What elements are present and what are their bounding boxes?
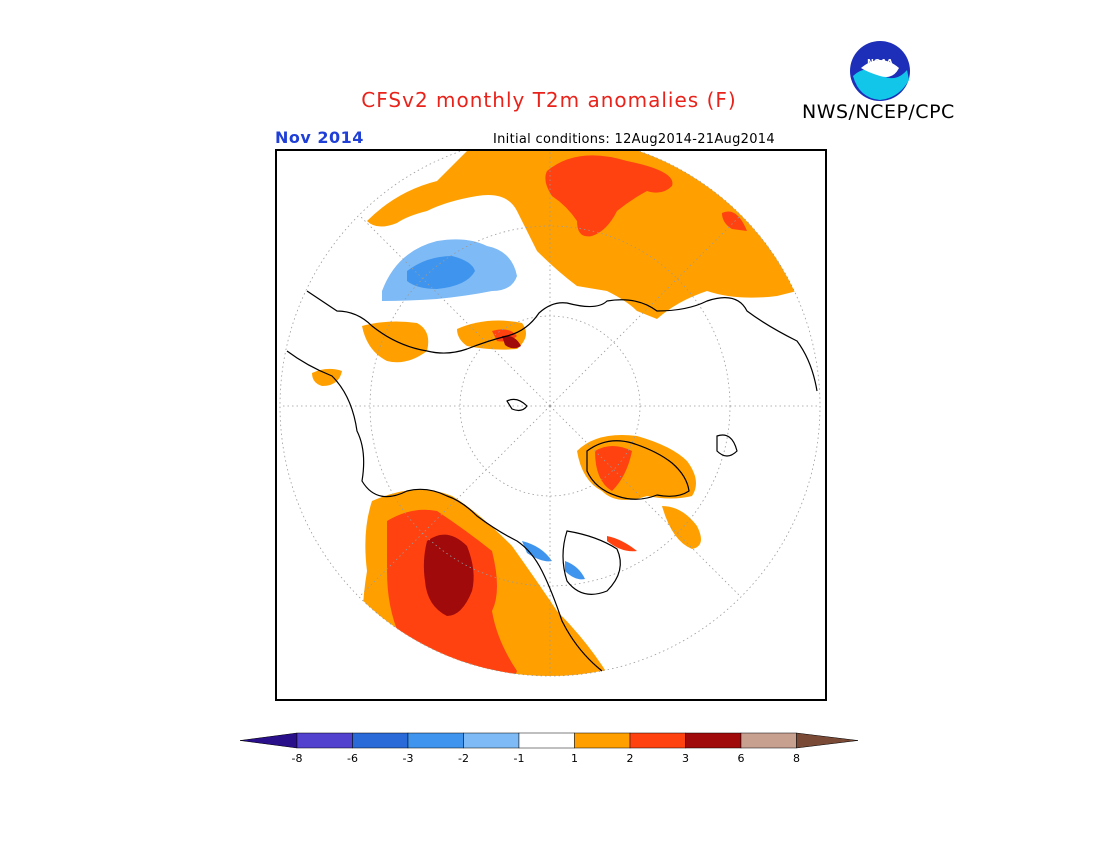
colorbar-bin bbox=[740, 732, 797, 749]
anomaly-region-archipelago-cool-2 bbox=[565, 561, 585, 580]
colorbar-bin bbox=[352, 732, 409, 749]
colorbar-bin bbox=[629, 732, 686, 749]
anomaly-region-siberia-east bbox=[362, 321, 429, 363]
colorbar-tick-label: 8 bbox=[793, 752, 800, 765]
colorbar-bin bbox=[574, 732, 631, 749]
colorbar-bin-lower-extend bbox=[239, 732, 298, 749]
initial-conditions-label: Initial conditions: 12Aug2014-21Aug2014 bbox=[493, 132, 775, 147]
polar-anomaly-map bbox=[277, 151, 825, 699]
colorbar-tick-label: 3 bbox=[682, 752, 689, 765]
valid-month-label: Nov 2014 bbox=[275, 128, 364, 147]
anomaly-region-eurasia-2to3 bbox=[545, 155, 673, 237]
organization-label: NWS/NCEP/CPC bbox=[802, 101, 955, 123]
anomaly-region-scandinavia-2to3 bbox=[595, 446, 632, 491]
colorbar-tick-label: -6 bbox=[347, 752, 358, 765]
polar-map-frame bbox=[275, 149, 827, 701]
colorbar-bin-upper-extend bbox=[796, 732, 859, 749]
anomaly-region-uk bbox=[662, 506, 701, 549]
colorbar-bin bbox=[407, 732, 464, 749]
colorbar-bin bbox=[463, 732, 520, 749]
colorbar-tick-label: -2 bbox=[458, 752, 469, 765]
noaa-logo: NOAA bbox=[850, 41, 910, 101]
colorbar-tick-label: -1 bbox=[513, 752, 525, 765]
anomaly-region-greenland-edge bbox=[607, 536, 637, 552]
anomaly-region-chukotka-3to6 bbox=[502, 335, 521, 349]
anomaly-region-west bbox=[312, 368, 342, 386]
svg-text:NOAA: NOAA bbox=[867, 58, 893, 67]
colorbar-bin bbox=[518, 732, 575, 749]
colorbar-tick-label: 1 bbox=[571, 752, 578, 765]
anomaly-region-north-america-3to6 bbox=[423, 534, 474, 616]
colorbar-tick-label: 6 bbox=[737, 752, 745, 765]
anomaly-region-asia-cooler bbox=[407, 256, 475, 289]
colorbar-bin bbox=[685, 732, 742, 749]
colorbar-tick-label: -3 bbox=[402, 752, 414, 765]
coastlines bbox=[286, 290, 818, 672]
graticule bbox=[279, 151, 821, 677]
colorbar-tick-label: -8 bbox=[291, 752, 303, 765]
colorbar-tick-label: 2 bbox=[626, 752, 634, 765]
anomaly-region-archipelago-cool-1 bbox=[522, 541, 552, 562]
map-title: CFSv2 monthly T2m anomalies (F) bbox=[361, 88, 737, 112]
colorbar-bin bbox=[296, 732, 353, 749]
